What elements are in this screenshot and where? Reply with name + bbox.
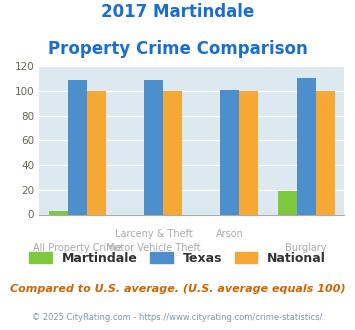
Bar: [220, 89, 239, 214]
Text: Compared to U.S. average. (U.S. average equals 100): Compared to U.S. average. (U.S. average …: [10, 284, 345, 294]
Text: Motor Vehicle Theft: Motor Vehicle Theft: [106, 243, 201, 252]
Bar: [144, 80, 163, 214]
Bar: [239, 91, 258, 214]
Text: Property Crime Comparison: Property Crime Comparison: [48, 40, 307, 58]
Bar: [278, 191, 297, 214]
Bar: [297, 79, 316, 214]
Text: Larceny & Theft: Larceny & Theft: [115, 229, 192, 239]
Bar: [49, 211, 68, 214]
Bar: [163, 91, 182, 214]
Text: Burglary: Burglary: [285, 243, 327, 252]
Bar: [316, 91, 335, 214]
Text: All Property Crime: All Property Crime: [33, 243, 121, 252]
Bar: [68, 80, 87, 214]
Legend: Martindale, Texas, National: Martindale, Texas, National: [24, 247, 331, 270]
Text: Arson: Arson: [216, 229, 244, 239]
Bar: [87, 91, 106, 214]
Text: 2017 Martindale: 2017 Martindale: [101, 3, 254, 21]
Text: © 2025 CityRating.com - https://www.cityrating.com/crime-statistics/: © 2025 CityRating.com - https://www.city…: [32, 314, 323, 322]
